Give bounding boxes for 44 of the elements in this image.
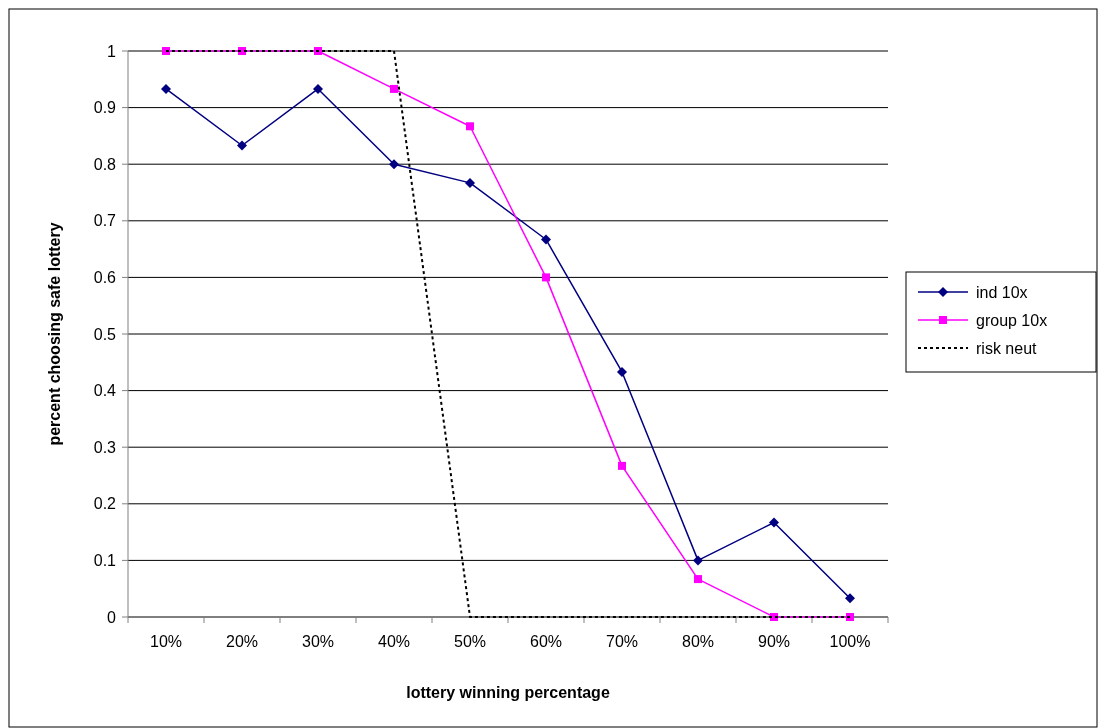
y-tick-label: 0.4: [93, 382, 117, 400]
y-tick-label: 0.2: [93, 495, 117, 513]
y-tick-label: 0.5: [93, 325, 117, 343]
y-tick-label: 0.3: [93, 438, 117, 456]
y-tick-label: 0.8: [93, 155, 117, 173]
y-tick-label: 0: [107, 608, 117, 626]
x-tick-label: 20%: [225, 633, 259, 650]
point: [466, 122, 474, 131]
point: [465, 177, 475, 188]
x-axis-title: lottery winning percentage: [406, 684, 610, 701]
point: [314, 47, 322, 55]
point: [694, 575, 702, 584]
point: [161, 83, 171, 94]
point: [846, 613, 854, 621]
x-tick-label: 70%: [605, 633, 639, 650]
y-tick-label: 1: [107, 42, 117, 60]
legend-label: risk neut: [976, 339, 1038, 357]
point: [845, 593, 855, 604]
y-axis-title: percent choosing safe lottery: [46, 222, 63, 446]
y-tick-label: 0.6: [93, 269, 117, 286]
x-tick-label: 90%: [757, 633, 791, 650]
point: [618, 461, 626, 470]
point: [390, 84, 398, 93]
x-tick-label: 80%: [681, 633, 715, 650]
y-tick-label: 0.1: [93, 552, 117, 569]
y-tick-label: 0.9: [93, 99, 117, 117]
x-tick-label: 40%: [377, 633, 411, 650]
x-tick-label: 60%: [529, 633, 563, 650]
point: [693, 555, 703, 566]
point: [769, 517, 779, 528]
point: [389, 159, 399, 170]
point: [542, 273, 550, 282]
legend-label: ind 10x: [976, 283, 1028, 301]
point: [237, 140, 247, 151]
x-tick-label: 10%: [149, 633, 183, 650]
legend-label: group 10x: [976, 311, 1048, 329]
point: [617, 366, 627, 377]
point: [313, 83, 323, 94]
point: [162, 47, 170, 55]
x-tick-label: 100%: [829, 633, 871, 650]
y-tick-label: 0.7: [93, 212, 117, 230]
point: [541, 234, 551, 245]
x-tick-label: 50%: [453, 633, 487, 650]
x-tick-label: 30%: [301, 633, 335, 650]
